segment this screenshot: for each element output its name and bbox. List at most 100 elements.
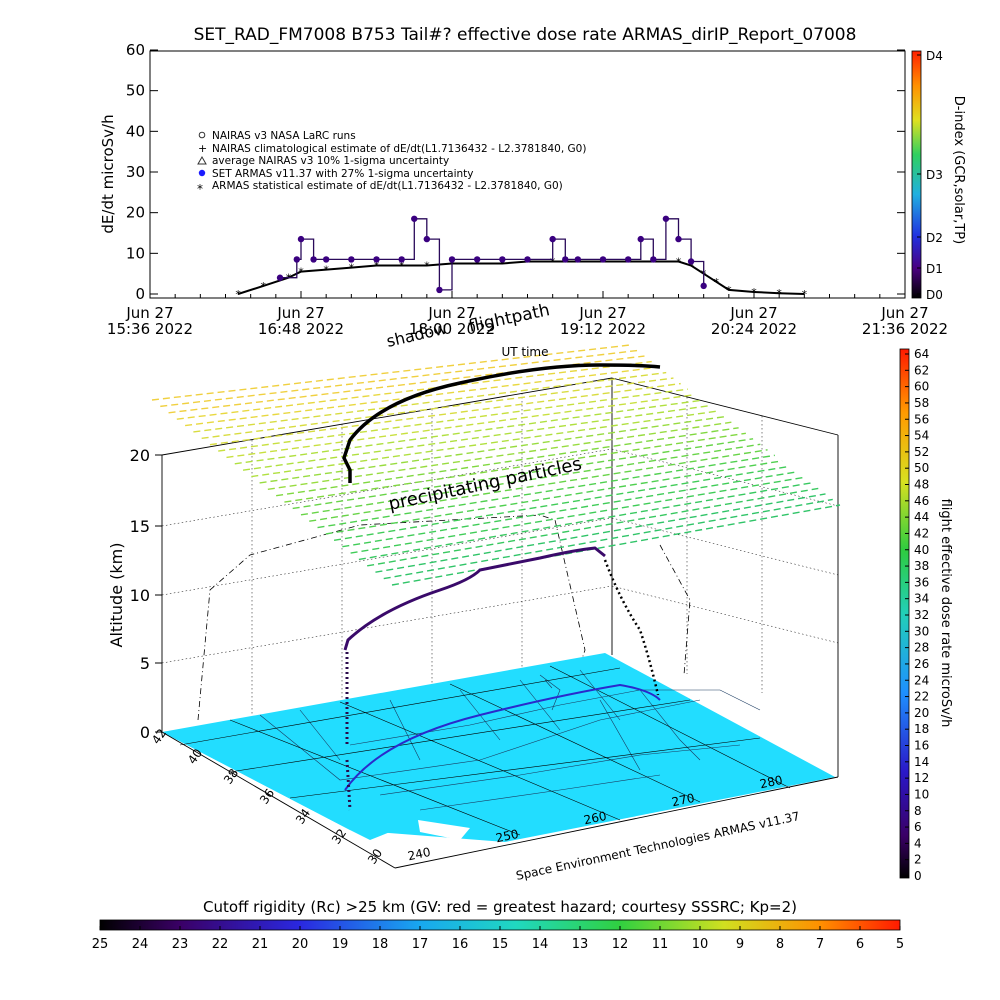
dose-rate-tick-label: 54 bbox=[914, 429, 929, 443]
dose-rate-tick-label: 62 bbox=[914, 363, 929, 377]
altitude-tick-label: 10 bbox=[130, 586, 150, 605]
dindex-colorbar-label: D-index (GCR,solar,TP) bbox=[951, 96, 966, 244]
series-armas-point bbox=[687, 258, 695, 265]
dose-rate-colorbar-bar bbox=[899, 348, 910, 879]
series-armas-point bbox=[473, 256, 481, 263]
legend-label-average-nairas: average NAIRAS v3 10% 1-sigma uncertaint… bbox=[212, 155, 449, 167]
cutoff-rigidity-tick-label: 15 bbox=[492, 937, 509, 952]
particle-strip bbox=[317, 454, 775, 529]
series-armas-point bbox=[562, 256, 569, 263]
series-armas-point bbox=[310, 256, 317, 263]
series-nairas-point: * bbox=[474, 258, 480, 271]
flightpath-middle bbox=[343, 546, 606, 651]
top-x-tick-line2: 18:00 2022 bbox=[409, 320, 495, 338]
series-armas-point bbox=[348, 256, 355, 263]
top-y-tick-label: 40 bbox=[126, 122, 145, 140]
longitude-axis-ticks: 240 250 260 270 280 bbox=[407, 773, 784, 863]
3d-box-front-left-edge bbox=[161, 731, 396, 869]
dose-rate-colorbar-ticks: 0246810121416182022242628303234363840424… bbox=[905, 347, 929, 883]
altitude-tick-label: 20 bbox=[130, 446, 150, 465]
series-nairas-point: * bbox=[714, 276, 720, 289]
particle-strip bbox=[284, 432, 746, 503]
particle-strip bbox=[209, 382, 681, 446]
top-x-tick-line1: Jun 27 bbox=[276, 304, 324, 322]
top-y-tick-label: 60 bbox=[126, 41, 145, 59]
series-nairas-point: * bbox=[676, 255, 682, 268]
ground-track bbox=[344, 683, 661, 791]
altitude-axis-ticks: 0 5 10 15 20 bbox=[130, 446, 162, 742]
dose-rate-tick-label: 6 bbox=[914, 820, 922, 834]
series-armas-point bbox=[297, 235, 305, 243]
series-armas-line bbox=[280, 218, 705, 291]
dose-rate-tick-label: 10 bbox=[914, 787, 929, 801]
particle-strip bbox=[201, 377, 674, 439]
top-x-tick-line1: Jun 27 bbox=[125, 304, 173, 322]
particle-strip bbox=[218, 388, 689, 452]
cutoff-rigidity-tick-label: 6 bbox=[856, 937, 864, 952]
series-nairas-point: * bbox=[374, 260, 380, 273]
cutoff-rigidity-tick-label: 14 bbox=[532, 937, 549, 952]
series-armas-point bbox=[637, 235, 644, 243]
dose-rate-tick-label: 50 bbox=[914, 461, 929, 475]
top-legend: NAIRAS v3 NASA LaRC runs + NAIRAS climat… bbox=[197, 130, 586, 196]
dose-rate-tick-label: 42 bbox=[914, 526, 929, 540]
series-nairas-point: * bbox=[688, 260, 694, 273]
cutoff-rigidity-tick-label: 18 bbox=[372, 937, 389, 952]
series-armas-point bbox=[423, 235, 431, 243]
dindex-tick-label: D2 bbox=[926, 231, 943, 245]
series-nairas-point: * bbox=[235, 288, 241, 301]
top-y-axis-label: dE/dt microSv/h bbox=[99, 114, 117, 233]
flightpath-descent bbox=[603, 559, 660, 696]
top-x-tick-line2: 19:12 2022 bbox=[560, 320, 646, 338]
series-armas-point bbox=[599, 256, 607, 263]
cutoff-rigidity-tick-label: 7 bbox=[816, 937, 824, 952]
altitude-tick-label: 0 bbox=[140, 723, 150, 742]
series-armas-point bbox=[662, 215, 670, 222]
series-armas-point bbox=[650, 256, 657, 263]
3d-back-wall-grid bbox=[161, 393, 839, 717]
legend-label-armas-statistical: ARMAS statistical estimate of dE/dt(L1.7… bbox=[212, 180, 563, 192]
dose-rate-tick-label: 28 bbox=[914, 641, 929, 655]
legend-item-average-nairas: average NAIRAS v3 10% 1-sigma uncertaint… bbox=[197, 155, 449, 167]
dose-rate-tick-label: 30 bbox=[914, 624, 929, 638]
particle-strip bbox=[391, 504, 841, 586]
flightpath-ascent-column bbox=[345, 652, 352, 811]
top-y-axis-ticks: 0 10 20 30 40 50 60 bbox=[126, 41, 905, 303]
dose-rate-tick-label: 38 bbox=[914, 559, 929, 573]
dindex-tick-label: D1 bbox=[926, 262, 943, 276]
dose-rate-tick-label: 40 bbox=[914, 543, 929, 557]
series-nairas-point: * bbox=[550, 255, 556, 268]
dose-rate-tick-label: 46 bbox=[914, 494, 929, 508]
cutoff-rigidity-colorbar-ticks: 25 24 23 22 21 20 19 18 17 16 15 14 13 12 11 10 9 8 7 6 5 bbox=[92, 926, 904, 952]
legend-symbol-asterisk: * bbox=[197, 182, 203, 196]
series-armas-point bbox=[276, 274, 284, 281]
particle-strip bbox=[309, 449, 768, 522]
top-y-tick-label: 50 bbox=[126, 82, 145, 100]
series-armas-point bbox=[373, 256, 380, 263]
dose-rate-colorbar-label: flight effective dose rate microSv/h bbox=[938, 499, 953, 728]
cutoff-rigidity-tick-label: 9 bbox=[736, 937, 744, 952]
particle-strip bbox=[160, 349, 638, 408]
latitude-tick-label: 42 bbox=[149, 726, 169, 747]
top-y-tick-label: 30 bbox=[126, 163, 145, 181]
precipitating-particles-layer bbox=[151, 344, 841, 586]
top-x-tick-line2: 15:36 2022 bbox=[107, 320, 193, 338]
series-nairas-point: * bbox=[298, 266, 304, 279]
cutoff-rigidity-tick-label: 22 bbox=[212, 937, 229, 952]
legend-symbol-triangle bbox=[197, 155, 207, 165]
series-nairas-point: * bbox=[349, 262, 355, 275]
cutoff-rigidity-tick-label: 11 bbox=[652, 937, 669, 952]
latitude-tick-label: 32 bbox=[329, 826, 349, 847]
cutoff-rigidity-colorbar: Cutoff rigidity (Rc) >25 km (GV: red = g… bbox=[92, 898, 904, 952]
longitude-tick-label: 250 bbox=[495, 827, 520, 845]
legend-item-nairas-climatological: + NAIRAS climatological estimate of dE/d… bbox=[198, 142, 586, 155]
ut-time-label: UT time bbox=[501, 345, 548, 359]
dose-rate-tick-label: 0 bbox=[914, 869, 922, 883]
series-nairas-point: * bbox=[424, 260, 430, 273]
legend-label-nairas-climatological: NAIRAS climatological estimate of dE/dt(… bbox=[212, 143, 586, 155]
dose-rate-tick-label: 34 bbox=[914, 592, 929, 606]
dose-rate-tick-label: 36 bbox=[914, 575, 929, 589]
